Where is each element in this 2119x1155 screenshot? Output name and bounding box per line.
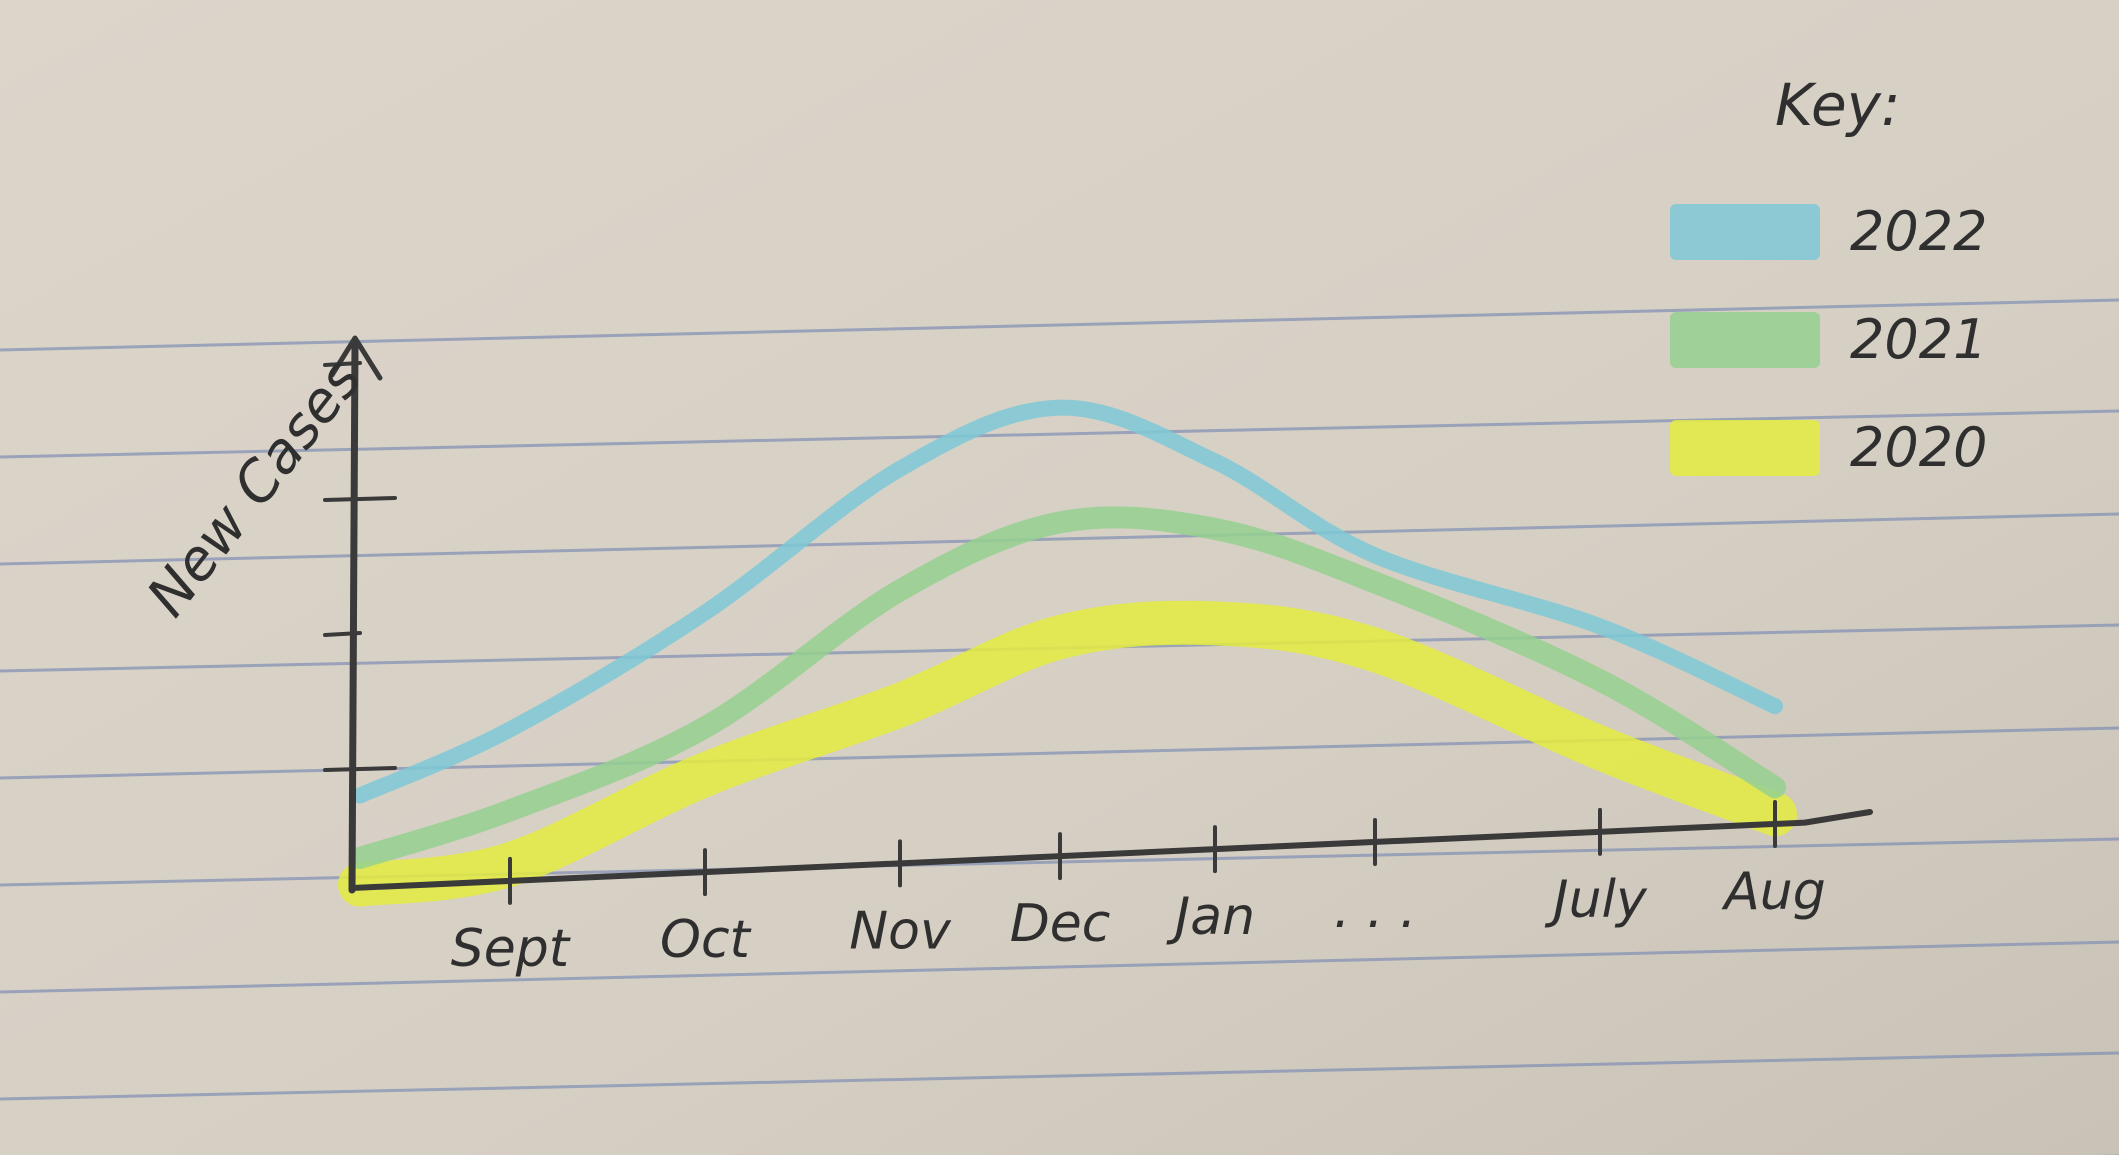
legend-swatch-2020 <box>1670 420 1820 476</box>
y-tick <box>323 631 362 637</box>
series-line-2020 <box>338 600 1797 907</box>
x-axis <box>349 809 1873 891</box>
x-tick-label: Dec <box>1010 894 1111 954</box>
y-axis <box>348 341 359 894</box>
legend-label-2022: 2022 <box>1850 200 1987 263</box>
series-line-2022 <box>352 399 1783 804</box>
ruled-line <box>0 940 2119 994</box>
y-tick <box>323 496 397 502</box>
ruled-line <box>0 1051 2119 1101</box>
legend-items: 2022 2021 2020 <box>1670 200 1987 479</box>
x-tick-labels: Sept Oct Nov Dec Jan . . . July Aug <box>451 862 1826 979</box>
axis-ticks <box>323 361 1777 905</box>
x-tick-label: Nov <box>849 901 952 961</box>
legend: Key: 2022 2021 2020 <box>1670 71 1987 479</box>
y-tick <box>323 766 397 772</box>
x-tick-label: Sept <box>451 919 571 979</box>
legend-title: Key: <box>1775 71 1901 139</box>
series-lines <box>338 399 1797 907</box>
x-tick-label: Jan <box>1166 887 1255 947</box>
x-tick-label: Aug <box>1721 862 1826 922</box>
legend-swatch-2021 <box>1670 312 1820 368</box>
x-tick-label: . . . <box>1334 880 1417 940</box>
series-line-2021 <box>349 506 1786 869</box>
x-tick-label: July <box>1544 870 1648 930</box>
legend-label-2021: 2021 <box>1850 308 1987 371</box>
legend-label-2020: 2020 <box>1850 416 1987 479</box>
legend-swatch-2022 <box>1670 204 1820 260</box>
y-tick <box>323 361 362 367</box>
x-tick-label: Oct <box>660 910 752 970</box>
